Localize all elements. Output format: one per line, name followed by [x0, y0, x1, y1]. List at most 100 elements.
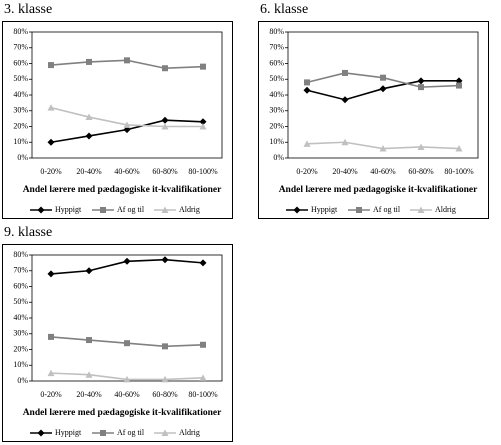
marker: [161, 116, 169, 124]
marker: [123, 375, 131, 383]
y-tick-label: 80%: [13, 27, 28, 36]
y-tick-label: 10%: [13, 360, 28, 369]
plot-frame: [287, 31, 479, 159]
marker: [100, 430, 106, 436]
x-tick-label: 60-80%: [152, 390, 178, 399]
y-tick-label: 50%: [13, 297, 28, 306]
y-tick-label: 30%: [269, 106, 284, 115]
marker: [124, 57, 130, 64]
y-tick-label: 20%: [13, 344, 28, 353]
x-tick-label: 80-100%: [188, 167, 218, 176]
marker: [123, 121, 131, 128]
y-tick-label: 10%: [13, 137, 28, 146]
x-axis-title: Andel lærere med pædagogiske it-kvalifik…: [23, 185, 222, 195]
marker: [47, 369, 55, 377]
marker: [304, 79, 310, 86]
marker: [199, 118, 207, 126]
marker: [85, 371, 93, 378]
y-tick-label: 50%: [13, 74, 28, 83]
y-tick-label: 70%: [13, 43, 28, 52]
marker: [199, 123, 207, 130]
marker: [341, 96, 349, 104]
title: 3. klasse: [4, 2, 52, 17]
marker: [37, 206, 45, 214]
marker: [161, 375, 169, 383]
marker: [48, 333, 54, 340]
x-tick-label: 0-20%: [40, 167, 62, 176]
y-tick-label: 0%: [273, 153, 284, 162]
y-tick-label: 70%: [13, 266, 28, 275]
marker: [85, 267, 93, 275]
y-tick-label: 20%: [13, 121, 28, 130]
marker: [161, 123, 169, 130]
y-tick-label: 0%: [17, 153, 28, 162]
y-tick-label: 0%: [17, 376, 28, 385]
x-tick-label: 60-80%: [152, 167, 178, 176]
x-tick-label: 0-20%: [296, 167, 318, 176]
x-tick-label: 60-80%: [408, 167, 434, 176]
legend-label: Hyppigt: [311, 205, 338, 214]
marker: [162, 65, 168, 72]
legend-label: Hyppigt: [55, 205, 82, 214]
marker: [86, 337, 92, 344]
y-tick-label: 10%: [269, 137, 284, 146]
marker: [379, 145, 387, 152]
marker: [341, 138, 349, 146]
marker: [199, 374, 207, 381]
legend-label: Aldrig: [435, 205, 456, 214]
x-axis-title: Andel lærere med pædagogiske it-kvalifik…: [279, 185, 478, 195]
x-tick-label: 80-100%: [444, 167, 474, 176]
marker: [100, 207, 106, 213]
marker: [342, 69, 348, 76]
legend-label: Aldrig: [179, 428, 200, 437]
y-tick-label: 60%: [13, 281, 28, 290]
y-tick-label: 40%: [13, 90, 28, 99]
marker: [200, 63, 206, 70]
legend-label: Aldrig: [179, 205, 200, 214]
legend-label: Hyppigt: [55, 428, 82, 437]
marker: [380, 74, 386, 81]
marker: [356, 207, 362, 213]
y-tick-label: 60%: [269, 58, 284, 67]
y-tick-label: 60%: [13, 58, 28, 67]
y-tick-label: 80%: [13, 250, 28, 259]
legend-label: Af og til: [373, 205, 401, 214]
marker: [123, 257, 131, 265]
marker: [47, 270, 55, 278]
marker: [47, 138, 55, 146]
chart: 6. klasse 0% 10% 20% 30% 40% 50% 60% 70% 80% 0-20%…: [258, 2, 489, 219]
marker: [455, 145, 463, 152]
x-tick-label: 0-20%: [40, 390, 62, 399]
marker: [47, 104, 55, 111]
chart-frame: [2, 244, 233, 442]
marker: [85, 113, 93, 121]
marker: [379, 85, 387, 93]
legend-label: Af og til: [117, 428, 145, 437]
plot-frame: [31, 31, 223, 159]
y-tick-label: 40%: [13, 313, 28, 322]
title: 6. klasse: [260, 2, 308, 17]
marker: [417, 206, 425, 213]
marker: [37, 429, 45, 437]
chart-frame: [258, 21, 489, 219]
marker: [456, 82, 462, 89]
x-tick-label: 20-40%: [332, 167, 358, 176]
x-tick-label: 40-60%: [114, 167, 140, 176]
title: 9. klasse: [4, 225, 52, 240]
y-tick-label: 30%: [13, 329, 28, 338]
x-tick-label: 80-100%: [188, 390, 218, 399]
marker: [161, 256, 169, 264]
marker: [48, 62, 54, 69]
y-tick-label: 70%: [269, 43, 284, 52]
chart: 9. klasse 0% 10% 20% 30% 40% 50% 60% 70% 80% 0-20%…: [2, 225, 233, 442]
marker: [162, 343, 168, 350]
marker: [303, 140, 311, 147]
marker: [303, 86, 311, 94]
marker: [200, 341, 206, 348]
marker: [199, 259, 207, 267]
y-tick-label: 30%: [13, 106, 28, 115]
x-tick-label: 40-60%: [114, 390, 140, 399]
marker: [418, 84, 424, 91]
marker: [86, 58, 92, 65]
